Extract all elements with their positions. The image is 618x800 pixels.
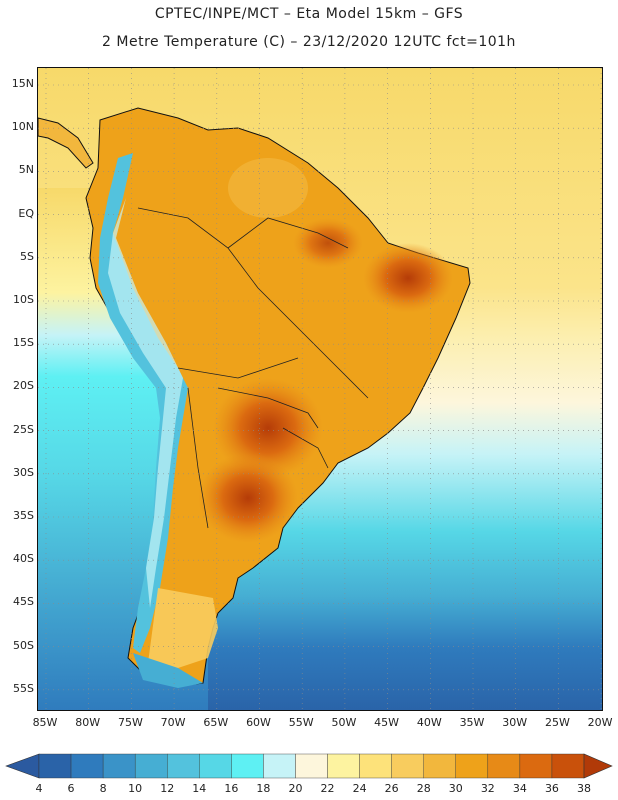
colorbar-segment [551,753,585,779]
colorbar-segment [199,753,232,779]
lat-label: 20S [13,379,34,393]
lat-label: 10N [11,120,34,134]
colorbar-tick-label: 16 [224,782,239,795]
colorbar-tick-label: 32 [480,782,495,795]
lat-label: 30S [13,465,34,479]
colorbar-segment [231,753,264,779]
colorbar-segment [295,753,328,779]
hot-zone-paraguay [213,378,323,478]
central-america [38,117,94,169]
tierra-del-fuego [133,653,203,688]
lat-label: 15S [13,336,34,350]
colorbar-segment [263,753,296,779]
patagonia-warm [148,588,218,668]
lat-label: EQ [18,206,34,220]
lon-label: 40W [416,716,442,729]
colorbar-segment [487,753,521,779]
colorbar-segment [359,753,392,779]
colorbar-tick-label: 36 [544,782,559,795]
lat-label: 35S [13,509,34,522]
colorbar-segment [134,753,168,779]
chart-title-line1: CPTEC/INPE/MCT – Eta Model 15km – GFS [154,6,464,22]
colorbar-tick-label: 28 [416,782,431,795]
colorbar-tick-label: 38 [577,782,591,795]
lat-label: 15N [11,77,34,90]
colorbar-tick-label: 4 [35,782,43,795]
lat-label: 5S [20,249,34,263]
lon-label: 60W [246,716,271,729]
lon-label: 85W [32,716,58,729]
lon-label: 70W [160,716,186,729]
lat-label: 10S [13,293,34,306]
colorbar-under-arrow [5,753,40,779]
colorbar-segment [455,753,489,779]
colorbar-tick-label: 14 [192,782,207,795]
colorbar-tick-label: 24 [352,782,367,795]
hot-zone-northeast-brazil [363,243,453,313]
country-borders [137,207,369,529]
lon-label: 80W [75,716,101,729]
colorbar-segment [327,753,360,779]
lon-label: 55W [288,716,314,729]
colorbar-segment [38,753,72,779]
colorbar-tick-label: 8 [99,782,107,795]
chart-title-line2: 2 Metre Temperature (C) – 23/12/2020 12U… [102,34,516,50]
lon-label: 45W [374,716,400,729]
colorbar-tick-label: 30 [448,782,463,795]
lat-label: 50S [13,638,34,652]
hot-zone-argentina [198,453,298,543]
map-canvas [38,68,602,710]
colorbar-tick-label: 18 [256,782,271,795]
warm-zone-amazon [228,158,308,218]
colorbar-tick-label: 20 [288,782,303,795]
colorbar-segment [102,753,136,779]
colorbar-tick-label: 12 [160,782,175,795]
lat-label: 55S [13,681,34,695]
colorbar-tick-label: 26 [384,782,399,795]
lon-label: 75W [117,716,143,729]
lat-label: 45S [13,595,34,609]
colorbar-tick-label: 6 [67,782,75,795]
colorbar-segment [70,753,104,779]
lon-label: 50W [331,716,357,729]
colorbar-tick-label: 22 [320,782,335,795]
lon-label: 20W [587,716,613,729]
lon-label: 25W [544,716,570,729]
lat-label: 5N [18,163,34,177]
colorbar-over-arrow [583,753,613,779]
colorbar-segment [519,753,553,779]
lat-label: 40S [13,552,34,566]
andes-highland [108,198,183,608]
colorbar-segment [167,753,200,779]
lat-label: 25S [13,422,34,436]
colorbar-segment [391,753,424,779]
colorbar [5,753,613,779]
hot-zone-north-brazil [293,218,363,268]
colorbar-tick-label: 34 [512,782,527,795]
lon-label: 35W [459,716,485,729]
colorbar-segment [423,753,456,779]
lon-label: 30W [502,716,528,729]
colorbar-tick-label: 10 [128,782,143,795]
lon-label: 65W [203,716,229,729]
temperature-map [37,67,603,711]
